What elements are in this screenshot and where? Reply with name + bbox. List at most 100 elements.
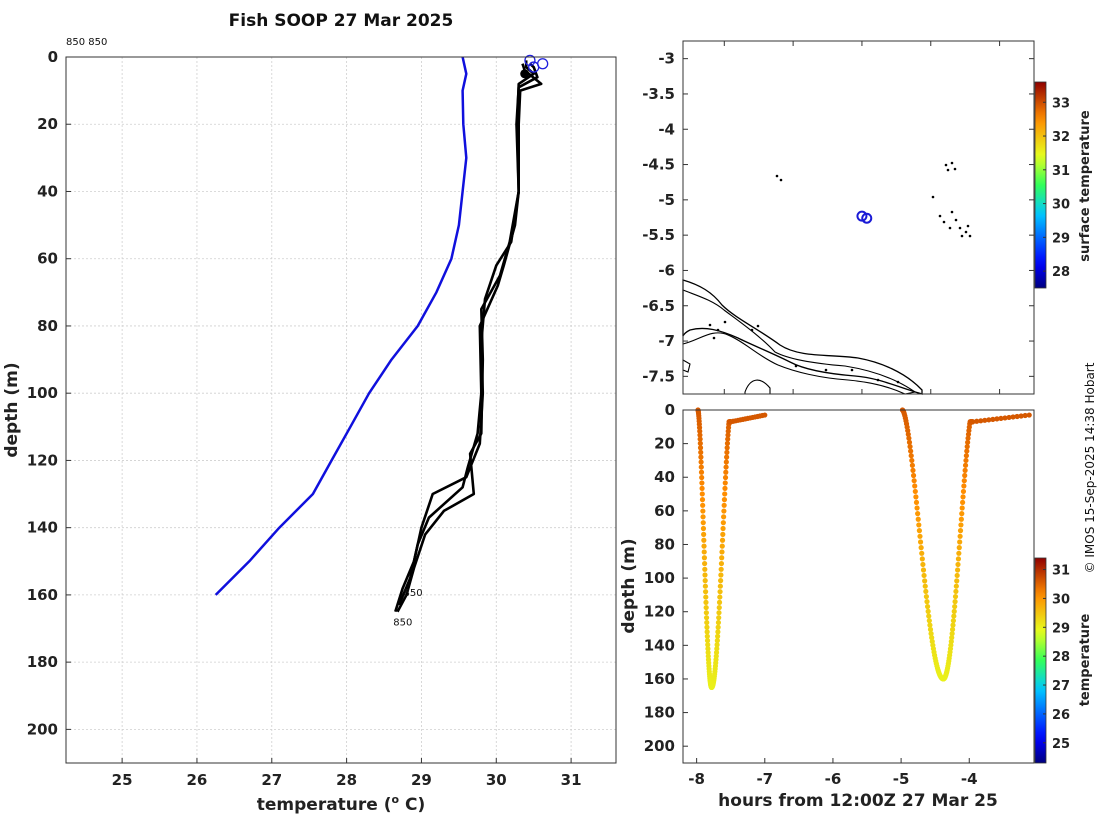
y-tick-label: 120 — [27, 451, 58, 469]
tow-descent-point — [704, 624, 710, 630]
tow-descent-point — [700, 514, 706, 520]
tow-descent-point — [923, 593, 930, 600]
depth-tick-label: 120 — [644, 603, 675, 621]
x-tick-label: 29 — [411, 771, 432, 789]
y-tick-label: 80 — [37, 317, 58, 335]
tow-ascent-point — [949, 635, 955, 641]
tow-surface-point — [1026, 412, 1032, 418]
map-lat-tick-label: -5 — [658, 191, 675, 209]
tow-descent-point — [698, 454, 704, 460]
location-map-panel: -3-3.5-4-4.5-5-5.5-6-6.5-7-7.51561571581… — [642, 40, 1093, 418]
surface-temperature-colorbar: 28 29 30 31 32 33 — [1034, 81, 1070, 289]
tow-descent-point — [918, 545, 924, 551]
tow-surface-point — [970, 419, 976, 425]
tow-descent-point — [906, 435, 912, 441]
depth-tick-label: 140 — [644, 636, 675, 654]
tow-ascent-point — [723, 469, 729, 475]
tow-ascent-point — [715, 633, 721, 639]
tow-descent-point — [926, 613, 932, 619]
tow-ascent-point — [950, 618, 957, 624]
tow-descent-point — [700, 508, 706, 514]
sst-colorbar-tick-label: 30 — [1052, 198, 1070, 213]
tow-descent-point — [703, 610, 709, 616]
tow-descent-point — [906, 439, 913, 445]
tow-ascent-point — [954, 578, 960, 584]
tow-descent-point — [914, 505, 920, 511]
depth-tick-label: 0 — [665, 401, 675, 419]
tow-descent-point — [916, 528, 923, 534]
tow-ascent-point — [724, 445, 730, 451]
tow-ascent-point — [964, 444, 970, 450]
tow-descent-point — [700, 525, 707, 532]
tow-descent-point — [704, 633, 710, 639]
tow-ascent-point — [959, 505, 965, 511]
chart-title: Fish SOOP 27 Mar 2025 — [229, 11, 454, 31]
tow-position-marker — [861, 212, 873, 224]
tow-ascent-point — [717, 583, 723, 589]
temp-colorbar-tick-label: 27 — [1052, 679, 1070, 694]
tow-descent-point — [699, 474, 705, 481]
tow-ascent-point — [721, 514, 727, 520]
tow-ascent-point — [715, 624, 721, 630]
map-lat-tick-label: -7 — [658, 332, 675, 350]
tow-descent-point — [702, 560, 708, 567]
tow-descent-point — [699, 491, 705, 497]
tow-ascent-point — [951, 613, 957, 619]
tow-descent-point — [921, 572, 927, 579]
temperature-colorbar-label: temperature — [1078, 614, 1093, 707]
tow-ascent-point — [716, 615, 722, 621]
tow-ascent-point — [957, 533, 963, 539]
x-tick-label: 25 — [112, 771, 133, 789]
tow-ascent-point — [719, 537, 726, 543]
tow-descent-point — [703, 594, 709, 600]
tow-ascent-point — [961, 483, 967, 489]
x-tick-label: 26 — [187, 771, 208, 789]
tow-descent-point — [924, 603, 931, 610]
tow-descent-point — [697, 436, 703, 442]
temperature-colorbar: 25 26 27 28 29 30 31 — [1034, 557, 1070, 764]
tow-descent-point — [700, 520, 706, 526]
tow-descent-point — [699, 497, 706, 503]
tow-descent-point — [702, 589, 709, 595]
tow-ascent-point — [724, 449, 730, 455]
tow-surface-point — [994, 416, 1000, 422]
tow-ascent-point — [953, 583, 959, 589]
tow-descent-point — [705, 646, 711, 652]
map-lat-tick-label: -5.5 — [642, 226, 675, 244]
tow-ascent-point — [724, 454, 730, 460]
tow-ascent-point — [717, 589, 723, 595]
temp-colorbar-tick-label: 26 — [1052, 708, 1070, 723]
tow-ascent-point — [718, 560, 725, 567]
y-axis-label: depth (m) — [2, 362, 22, 457]
depth-tick-label: 20 — [654, 435, 675, 453]
depth-axis-label: depth (m) — [619, 538, 639, 633]
depth-time-frame — [682, 409, 1035, 764]
tow-ascent-point — [717, 594, 723, 600]
tow-ascent-point — [715, 629, 721, 635]
temp-colorbar-tick-label: 30 — [1052, 592, 1070, 607]
tow-ascent-point — [722, 480, 728, 486]
tow-ascent-point — [964, 448, 970, 454]
y-tick-label: 160 — [27, 586, 58, 604]
tow-descent-point — [698, 459, 704, 465]
tow-ascent-point — [719, 555, 725, 561]
tow-ascent-point — [724, 440, 731, 446]
tow-ascent-point — [963, 457, 969, 464]
tow-ascent-point — [952, 593, 959, 600]
profile-start-marker — [528, 61, 540, 73]
tow-descent-point — [919, 550, 925, 556]
tow-ascent-point — [718, 566, 724, 572]
tow-descent-point — [920, 567, 927, 573]
tow-ascent-point — [952, 603, 958, 610]
sst-colorbar-tick-label: 28 — [1052, 265, 1070, 280]
tow-ascent-point — [957, 539, 963, 545]
depth-tick-label: 100 — [644, 569, 675, 587]
x-tick-label: 30 — [486, 771, 507, 789]
profile-ids-label: 850 850 — [66, 37, 107, 48]
tow-ascent-point — [716, 610, 722, 616]
tow-ascent-point — [714, 642, 720, 648]
map-lat-tick-label: -4 — [658, 120, 675, 138]
y-tick-label: 140 — [27, 519, 58, 537]
tow-descent-point — [923, 588, 929, 595]
tow-ascent-point — [720, 520, 726, 526]
